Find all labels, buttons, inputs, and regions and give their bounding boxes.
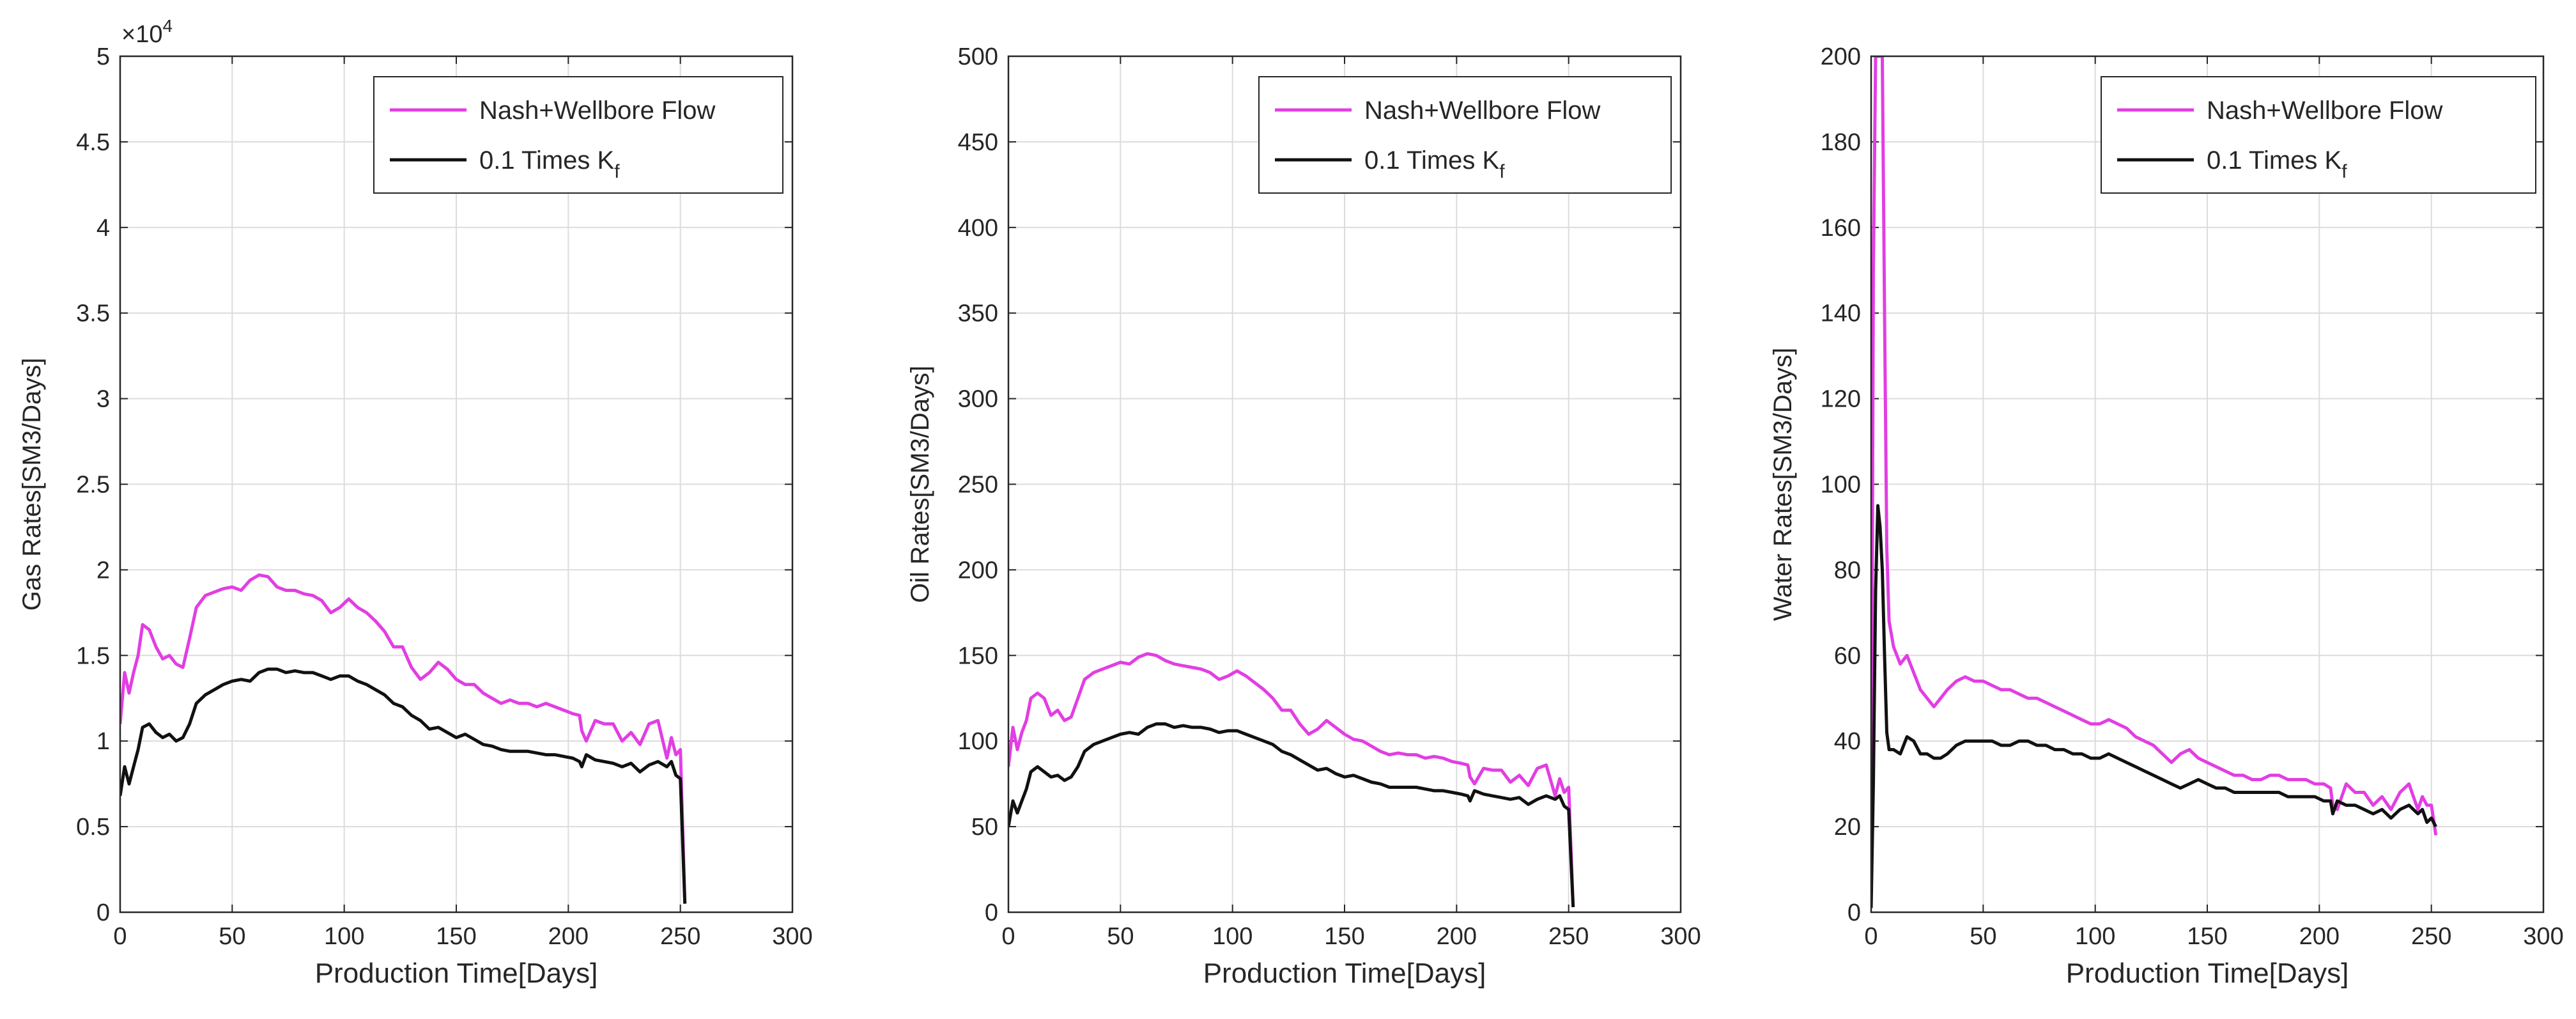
axes-box bbox=[1007, 55, 1682, 914]
x-tick-label: 0 bbox=[1001, 923, 1015, 950]
legend-label-times-kf: 0.1 Times Kf bbox=[2207, 146, 2347, 182]
x-tick-label: 300 bbox=[772, 923, 812, 950]
y-tick-label: 2.5 bbox=[76, 472, 110, 499]
y-tick-label: 200 bbox=[958, 557, 998, 584]
series-line-times-kf bbox=[1008, 722, 1575, 908]
chart-panel-3: 0 50 100 150 200 250 300 0 20 40 60 80 100 120 140 160 1… bbox=[1769, 43, 2564, 989]
x-tick-label: 200 bbox=[1437, 923, 1477, 950]
y-exponent-label: ×104 bbox=[121, 16, 173, 48]
x-axis-label: Production Time[Days] bbox=[1203, 958, 1486, 989]
y-tick-label: 0 bbox=[96, 899, 110, 926]
legend-box bbox=[1258, 76, 1672, 194]
y-axis-label: Water Rates[SM3/Days] bbox=[1769, 348, 1797, 621]
y-tick-label: 4 bbox=[96, 215, 110, 242]
x-tick-label: 50 bbox=[1970, 923, 1996, 950]
y-tick-label: 4.5 bbox=[76, 129, 110, 156]
y-tick-label: 350 bbox=[958, 300, 998, 327]
series-line-times-kf bbox=[120, 667, 687, 904]
x-tick-label: 100 bbox=[1212, 923, 1253, 950]
y-tick-label: 100 bbox=[958, 728, 998, 755]
y-tick-label: 80 bbox=[1834, 557, 1861, 584]
chart-panel-2: 0 50 100 150 200 250 300 0 50 100 150 200 250 300 350 4… bbox=[906, 43, 1701, 989]
legend: Nash+Wellbore Flow 0.1 Times Kf bbox=[373, 76, 783, 194]
x-axis-label: Production Time[Days] bbox=[2066, 958, 2349, 989]
y-axis-label: Gas Rates[SM3/Days] bbox=[18, 358, 46, 611]
axes-box bbox=[1870, 55, 2545, 914]
y-tick-label: 300 bbox=[958, 386, 998, 413]
x-tick-label: 100 bbox=[2075, 923, 2115, 950]
x-tick-label: 200 bbox=[548, 923, 589, 950]
legend-label-nash-wellbore-flow: Nash+Wellbore Flow bbox=[2207, 97, 2443, 125]
y-tick-label: 150 bbox=[958, 642, 998, 669]
series-line-nash-wellbore-flow bbox=[1008, 652, 1575, 908]
y-tick-label: 180 bbox=[1821, 129, 1861, 156]
legend-box bbox=[373, 76, 783, 194]
y-axis-label: Oil Rates[SM3/Days] bbox=[906, 366, 934, 603]
x-tick-label: 150 bbox=[436, 923, 476, 950]
legend-label-times-kf: 0.1 Times Kf bbox=[479, 146, 620, 182]
x-tick-label: 150 bbox=[1324, 923, 1364, 950]
legend-label-times-kf: 0.1 Times Kf bbox=[1364, 146, 1505, 182]
series-line-nash-wellbore-flow bbox=[120, 573, 687, 904]
x-tick-label: 100 bbox=[324, 923, 364, 950]
y-tick-label: 5 bbox=[96, 43, 110, 70]
y-tick-label: 20 bbox=[1834, 814, 1861, 841]
y-tick-label: 160 bbox=[1821, 215, 1861, 242]
axes-box bbox=[119, 55, 794, 914]
x-tick-label: 0 bbox=[113, 923, 127, 950]
x-tick-label: 300 bbox=[2523, 923, 2563, 950]
chart-panel-1: 0 50 100 150 200 250 300 0 0.5 1 1.5 2 2.5 3 3.5 4 4.5 5 ×… bbox=[18, 16, 813, 989]
legend-label-nash-wellbore-flow: Nash+Wellbore Flow bbox=[1364, 97, 1601, 125]
y-tick-label: 0 bbox=[1847, 899, 1861, 926]
y-tick-label: 100 bbox=[1821, 472, 1861, 499]
y-tick-label: 2 bbox=[96, 557, 110, 584]
series-line-times-kf bbox=[1871, 504, 2437, 908]
legend: Nash+Wellbore Flow 0.1 Times Kf bbox=[2101, 76, 2536, 194]
y-tick-label: 250 bbox=[958, 472, 998, 499]
x-axis-label: Production Time[Days] bbox=[315, 958, 598, 989]
y-tick-label: 0 bbox=[985, 899, 998, 926]
x-tick-label: 50 bbox=[219, 923, 245, 950]
y-tick-label: 200 bbox=[1821, 43, 1861, 70]
x-tick-label: 250 bbox=[1548, 923, 1589, 950]
legend-box bbox=[2101, 76, 2536, 194]
y-tick-label: 60 bbox=[1834, 642, 1861, 669]
y-tick-label: 1 bbox=[96, 728, 110, 755]
grid bbox=[1008, 56, 1681, 912]
x-tick-label: 250 bbox=[2411, 923, 2451, 950]
legend-label-nash-wellbore-flow: Nash+Wellbore Flow bbox=[479, 97, 716, 125]
x-tick-label: 300 bbox=[1660, 923, 1701, 950]
y-tick-label: 120 bbox=[1821, 386, 1861, 413]
y-tick-label: 400 bbox=[958, 215, 998, 242]
series-line-nash-wellbore-flow bbox=[1871, 56, 2438, 904]
y-tick-label: 500 bbox=[958, 43, 998, 70]
y-tick-label: 3.5 bbox=[76, 300, 110, 327]
y-tick-label: 450 bbox=[958, 129, 998, 156]
x-tick-label: 0 bbox=[1864, 923, 1878, 950]
y-tick-label: 1.5 bbox=[76, 642, 110, 669]
x-tick-label: 250 bbox=[660, 923, 700, 950]
legend: Nash+Wellbore Flow 0.1 Times Kf bbox=[1258, 76, 1672, 194]
x-tick-label: 50 bbox=[1107, 923, 1134, 950]
y-tick-label: 40 bbox=[1834, 728, 1861, 755]
x-tick-label: 150 bbox=[2187, 923, 2227, 950]
y-tick-label: 0.5 bbox=[76, 814, 110, 841]
y-tick-label: 3 bbox=[96, 386, 110, 413]
x-tick-label: 200 bbox=[2299, 923, 2340, 950]
y-tick-label: 50 bbox=[971, 814, 998, 841]
y-tick-label: 140 bbox=[1821, 300, 1861, 327]
